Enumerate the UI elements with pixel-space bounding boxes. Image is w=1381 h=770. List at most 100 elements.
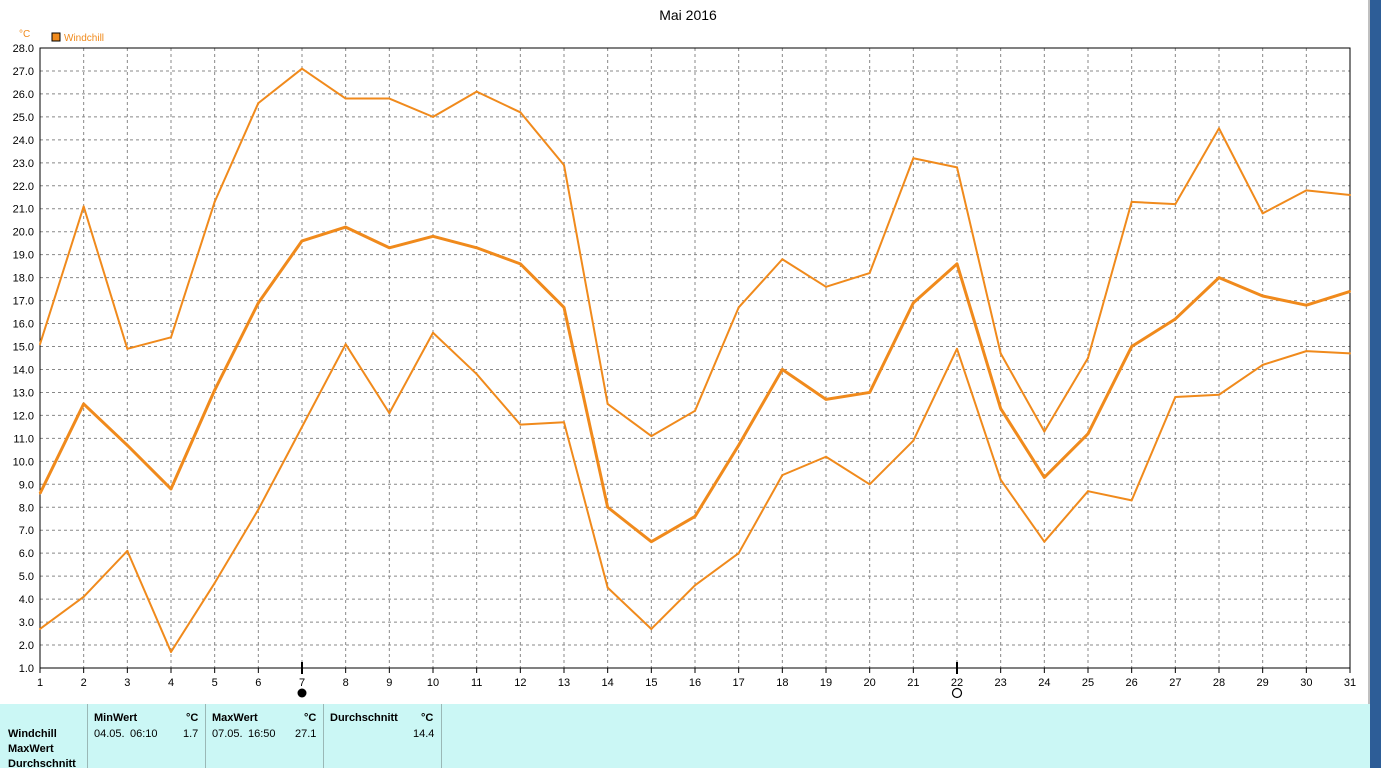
x-tick-label: 10 — [427, 677, 439, 689]
data-point-max — [301, 67, 303, 70]
y-tick-label: 8.0 — [19, 502, 34, 514]
data-point-max — [475, 90, 478, 93]
x-tick-label: 14 — [602, 677, 614, 689]
data-point-average — [1130, 345, 1133, 348]
data-point-min — [1218, 393, 1220, 396]
x-tick-label: 12 — [514, 677, 526, 689]
y-tick-label: 2.0 — [19, 640, 34, 652]
data-point-min — [825, 455, 827, 458]
data-point-max — [868, 272, 871, 275]
x-tick-label: 4 — [168, 677, 174, 689]
data-point-max — [82, 205, 85, 208]
x-tick-label: 3 — [124, 677, 130, 689]
data-point-max — [563, 164, 565, 167]
data-point-max — [694, 409, 696, 412]
x-tick-label: 8 — [343, 677, 349, 689]
y-tick-label: 22.0 — [13, 181, 34, 193]
data-point-min — [126, 549, 129, 552]
x-tick-label: 24 — [1038, 677, 1050, 689]
data-point-average — [1261, 295, 1264, 297]
data-point-average — [475, 246, 478, 249]
data-point-min — [868, 483, 871, 486]
data-point-min — [432, 331, 434, 334]
max-value: 27.1 — [295, 728, 317, 740]
data-point-max — [39, 343, 41, 346]
data-point-average — [1174, 317, 1177, 320]
avg-value: 14.4 — [413, 728, 435, 740]
x-tick-label: 25 — [1082, 677, 1094, 689]
plot-frame — [39, 47, 1351, 669]
data-point-min — [912, 439, 915, 442]
y-tick-label: 19.0 — [13, 250, 34, 262]
x-tick-label: 1 — [37, 677, 43, 689]
data-point-max — [1349, 193, 1351, 196]
row-label-windchill: Windchill — [8, 728, 57, 740]
legend-swatch — [51, 32, 61, 42]
row-label-maxwert: MaxWert — [8, 743, 54, 755]
data-point-average — [344, 226, 347, 229]
data-point-max — [213, 200, 216, 203]
data-point-average — [301, 239, 303, 242]
x-tick-label: 31 — [1344, 677, 1356, 689]
data-point-average — [82, 402, 85, 405]
data-point-min — [388, 412, 391, 415]
data-point-max — [912, 157, 915, 160]
column-separator — [323, 704, 324, 768]
data-point-min — [1130, 499, 1133, 502]
data-point-min — [519, 423, 522, 426]
windchill-line-chart: Mai 2016 °C Windchill 1.0 2.0 3.0 4.0 5.0 6.0 7.0… — [13, 7, 1356, 699]
data-point-min — [563, 421, 565, 424]
data-point-min — [257, 508, 260, 511]
data-point-min — [999, 478, 1002, 481]
data-point-average — [781, 368, 784, 371]
data-point-max — [999, 352, 1002, 355]
data-point-min — [956, 347, 958, 350]
x-tick-label: 26 — [1126, 677, 1138, 689]
column-separator — [205, 704, 206, 768]
data-point-average — [388, 246, 391, 249]
data-point-average — [956, 262, 958, 265]
y-tick-label: 23.0 — [13, 158, 34, 170]
data-point-average — [737, 444, 740, 447]
y-tick-label: 16.0 — [13, 319, 34, 331]
data-point-min — [475, 373, 478, 376]
data-point-max — [257, 102, 260, 105]
data-point-max — [781, 258, 784, 261]
data-point-average — [170, 487, 172, 490]
new-moon-icon — [297, 688, 307, 698]
x-tick-label: 23 — [995, 677, 1007, 689]
data-point-min — [344, 343, 347, 346]
data-point-average — [912, 301, 915, 304]
max-time: 16:50 — [248, 728, 276, 740]
data-point-min — [1043, 540, 1046, 543]
x-tick-label: 27 — [1169, 677, 1181, 689]
data-point-min — [781, 474, 784, 477]
x-tick-label: 9 — [386, 677, 392, 689]
x-tick-label: 2 — [81, 677, 87, 689]
y-tick-label: 9.0 — [19, 479, 34, 491]
data-point-average — [126, 444, 129, 447]
data-point-average — [432, 235, 434, 238]
data-point-average — [694, 515, 696, 518]
data-point-max — [1130, 200, 1133, 203]
y-tick-label: 25.0 — [13, 112, 34, 124]
min-value: 1.7 — [183, 728, 199, 740]
data-point-min — [82, 595, 85, 598]
y-tick-label: 20.0 — [13, 227, 34, 239]
min-unit: °C — [186, 712, 199, 724]
data-point-max — [519, 111, 522, 114]
data-point-min — [170, 650, 172, 653]
x-tick-label: 22 — [951, 677, 963, 689]
y-axis-unit: °C — [19, 29, 30, 40]
data-point-min — [213, 582, 216, 585]
y-tick-label: 28.0 — [13, 43, 34, 55]
data-point-average — [39, 492, 41, 495]
x-tick-label: 16 — [689, 677, 701, 689]
data-point-min — [1305, 350, 1308, 353]
x-tick-label: 6 — [255, 677, 261, 689]
y-tick-label: 26.0 — [13, 89, 34, 101]
data-point-min — [650, 627, 653, 630]
data-point-average — [563, 306, 565, 309]
data-point-max — [1043, 430, 1046, 433]
window-edge — [1370, 0, 1381, 768]
